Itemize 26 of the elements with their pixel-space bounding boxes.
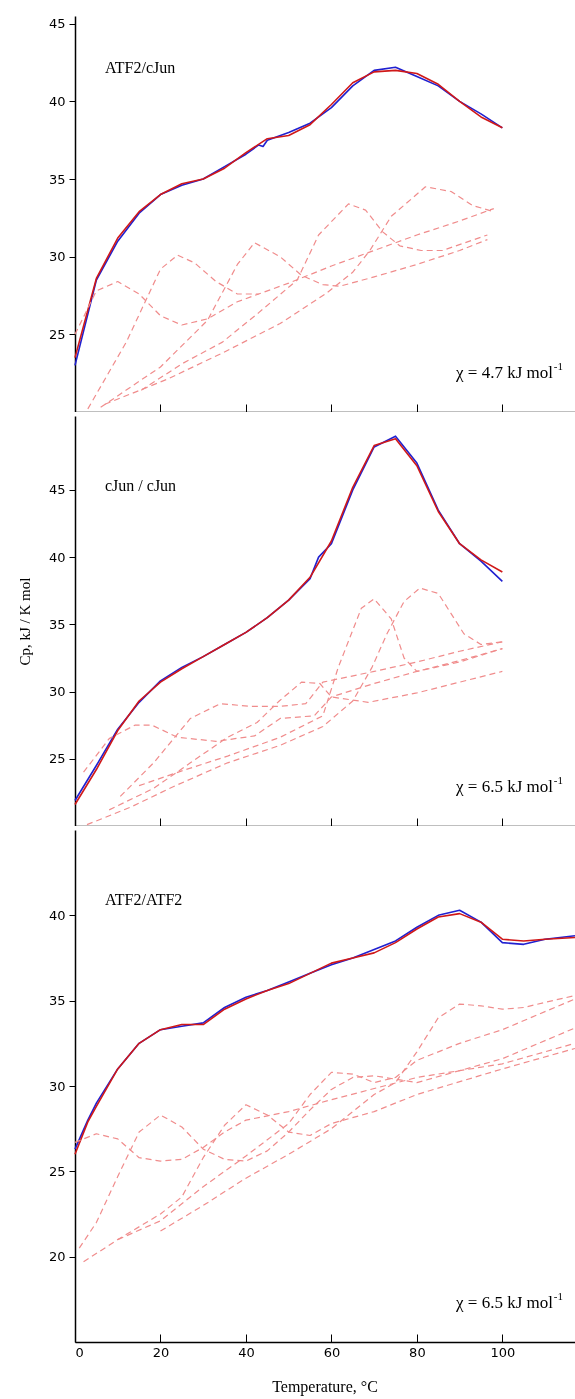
y-tick-label: 30 bbox=[48, 1078, 66, 1094]
y-tick-label: 45 bbox=[48, 482, 66, 498]
y-tick-label: 25 bbox=[48, 326, 66, 342]
y-tick-label: 40 bbox=[48, 907, 66, 923]
annotation: cJun / cJun bbox=[105, 477, 177, 494]
y-tick-label: 40 bbox=[48, 93, 66, 109]
y-tick-label: 30 bbox=[48, 684, 66, 700]
y-tick-label: 35 bbox=[48, 616, 66, 632]
y-tick-label: 30 bbox=[48, 249, 66, 265]
x-tick-label: 60 bbox=[323, 1344, 341, 1360]
y-axis-title: Cp, kJ / K mol bbox=[16, 577, 33, 666]
y-tick-label: 25 bbox=[48, 1163, 66, 1179]
x-tick-label: 40 bbox=[238, 1344, 255, 1360]
x-tick-label: 0 bbox=[75, 1344, 84, 1360]
annotation: ATF2/ATF2 bbox=[105, 891, 183, 908]
x-tick-label: 20 bbox=[152, 1344, 170, 1360]
y-tick-label: 45 bbox=[48, 16, 66, 32]
y-tick-label: 35 bbox=[48, 993, 66, 1009]
y-tick-label: 20 bbox=[48, 1249, 66, 1265]
x-axis-title: Temperature, °C bbox=[272, 1378, 378, 1396]
annotation: ATF2/cJun bbox=[105, 59, 176, 76]
y-tick-label: 25 bbox=[48, 751, 66, 767]
y-tick-label: 35 bbox=[48, 171, 66, 187]
x-tick-label: 100 bbox=[490, 1344, 516, 1360]
x-tick-label: 80 bbox=[409, 1344, 426, 1360]
y-tick-label: 40 bbox=[48, 549, 66, 565]
